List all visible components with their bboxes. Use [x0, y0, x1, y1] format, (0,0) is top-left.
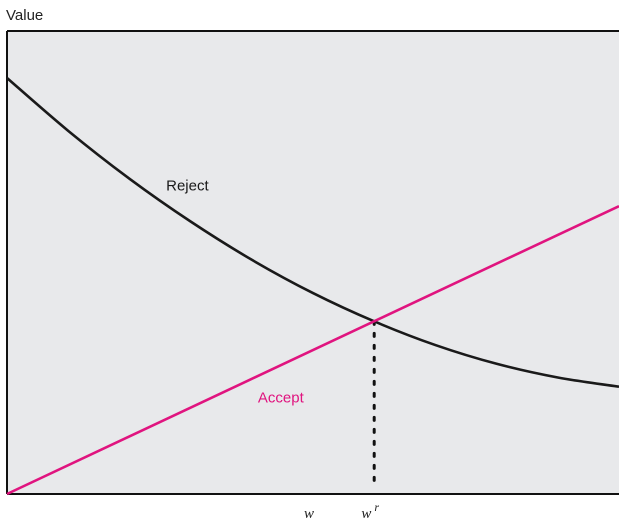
x-tick-label-1: w	[304, 506, 314, 522]
x-tick-label-superscript: r	[371, 500, 379, 514]
chart-marks: Reject Accept w w r	[6, 77, 619, 522]
series-label-reject: Reject	[166, 177, 209, 194]
series-line-accept	[6, 204, 619, 496]
plot-area	[7, 31, 619, 494]
x-tick-label-2: w r	[361, 500, 379, 522]
series-label-accept: Accept	[258, 389, 305, 406]
series-line-reject	[6, 77, 619, 388]
y-axis-label: Value	[6, 7, 43, 24]
